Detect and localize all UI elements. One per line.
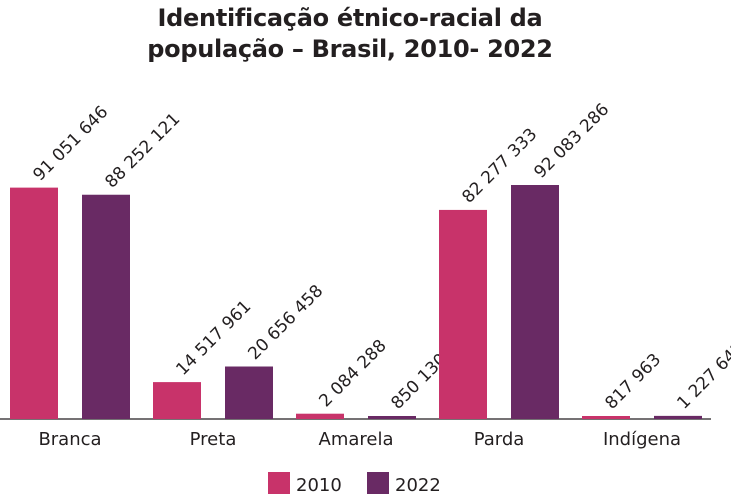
legend-label-2022: 2022 (395, 475, 441, 494)
x-tick-label-parda: Parda (474, 429, 525, 450)
data-label-indígena-2010: 817 963 (601, 350, 665, 414)
bar-indígena-2022 (654, 415, 702, 419)
bar-parda-2022 (511, 185, 559, 419)
bar-branca-2010 (10, 187, 58, 419)
data-label-parda-2022: 92 083 286 (530, 100, 613, 183)
bar-branca-2022 (82, 194, 130, 419)
bar-amarela-2010 (296, 413, 344, 419)
bar-preta-2010 (153, 382, 201, 419)
x-tick-label-preta: Preta (190, 429, 237, 450)
chart-title-line-1: Identificação étnico-racial da (157, 4, 543, 32)
bar-parda-2010 (439, 209, 487, 419)
x-tick-label-branca: Branca (38, 429, 101, 450)
data-label-branca-2022: 88 252 121 (101, 109, 184, 192)
x-tick-label-amarela: Amarela (319, 429, 394, 450)
legend-label-2010: 2010 (296, 475, 342, 494)
x-tick-label-indígena: Indígena (603, 429, 681, 450)
data-label-amarela-2010: 2 084 288 (315, 336, 390, 411)
legend-swatch-2010 (268, 472, 290, 494)
legend-swatch-2022 (367, 472, 389, 494)
data-label-branca-2010: 91 051 646 (29, 102, 112, 185)
bar-preta-2022 (225, 366, 273, 419)
bar-amarela-2022 (368, 416, 416, 419)
bar-indígena-2010 (582, 416, 630, 419)
data-label-preta-2022: 20 656 458 (244, 281, 327, 364)
chart-title-line-2: população – Brasil, 2010- 2022 (147, 35, 553, 63)
data-label-indígena-2022: 1 227 642 (673, 338, 731, 413)
